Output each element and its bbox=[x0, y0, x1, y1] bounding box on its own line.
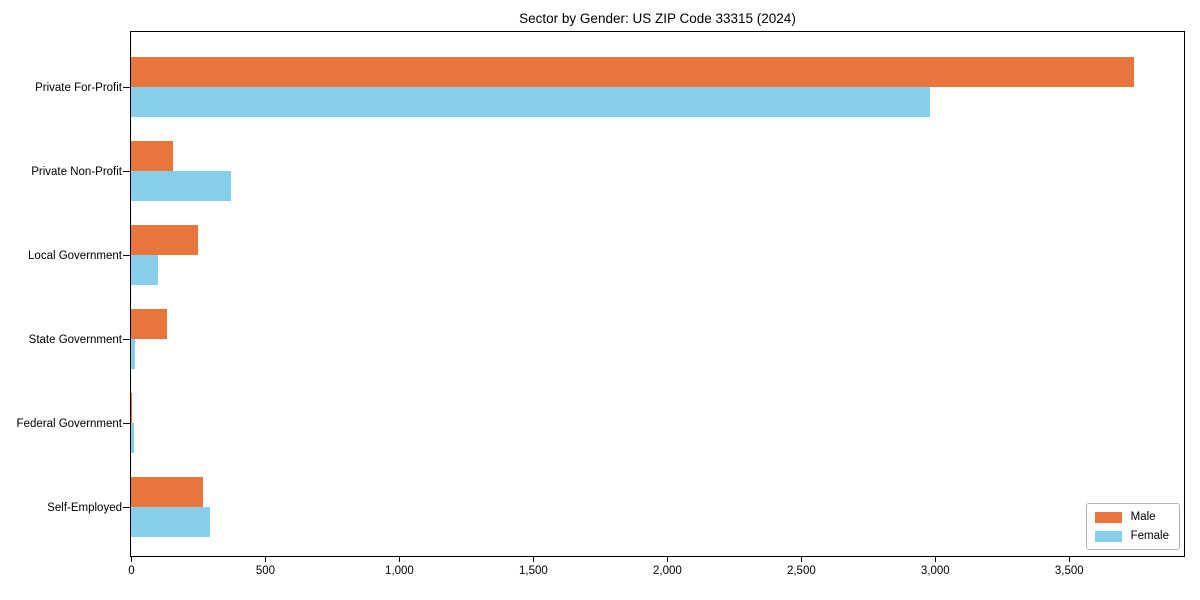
x-axis-tick-label: 2,500 bbox=[786, 565, 816, 577]
bar-female-1 bbox=[131, 171, 231, 201]
x-axis-tick bbox=[130, 557, 133, 562]
bar-male-0 bbox=[131, 57, 1134, 87]
y-axis-label: Self-Employed bbox=[47, 501, 122, 514]
bar-female-2 bbox=[131, 255, 159, 285]
y-axis-tick bbox=[123, 86, 130, 89]
bar-male-5 bbox=[131, 477, 203, 507]
x-axis-tick-label: 2,000 bbox=[652, 565, 682, 577]
bar-female-4 bbox=[131, 423, 134, 453]
x-axis-tick-label: 3,500 bbox=[1054, 565, 1084, 577]
legend: Male Female bbox=[1085, 503, 1180, 550]
x-axis-tick-label: 3,000 bbox=[920, 565, 950, 577]
y-axis-label: Federal Government bbox=[16, 417, 122, 430]
y-axis-tick bbox=[123, 170, 130, 173]
x-axis-tick-label: 1,000 bbox=[385, 565, 414, 577]
x-axis-tick bbox=[532, 557, 535, 562]
x-axis-tick-label: 500 bbox=[255, 565, 276, 577]
x-axis-tick bbox=[398, 557, 401, 562]
legend-item-male: Male bbox=[1094, 511, 1169, 523]
x-axis-tick-label: 1,500 bbox=[519, 565, 548, 577]
bar-female-5 bbox=[131, 507, 210, 537]
y-axis-tick bbox=[123, 254, 130, 257]
y-axis-tick bbox=[123, 338, 130, 341]
legend-label-female: Female bbox=[1130, 530, 1169, 542]
y-axis-label: Private Non-Profit bbox=[31, 165, 122, 178]
x-axis-tick bbox=[666, 557, 669, 562]
y-axis-tick bbox=[123, 506, 130, 509]
plot-area: Male Female bbox=[130, 31, 1185, 557]
bar-male-2 bbox=[131, 225, 198, 255]
y-axis-tick bbox=[123, 422, 130, 425]
bar-male-3 bbox=[131, 309, 168, 339]
bar-female-3 bbox=[131, 339, 135, 369]
y-axis-label: State Government bbox=[28, 333, 122, 346]
legend-label-male: Male bbox=[1130, 511, 1156, 523]
bar-female-0 bbox=[131, 87, 930, 117]
x-axis-tick bbox=[800, 557, 803, 562]
female-legend-swatch-icon bbox=[1094, 530, 1122, 542]
male-legend-swatch-icon bbox=[1094, 511, 1122, 523]
bar-male-1 bbox=[131, 141, 174, 171]
x-axis-tick bbox=[934, 557, 937, 562]
x-axis-tick bbox=[264, 557, 267, 562]
bars-layer bbox=[131, 32, 1184, 556]
y-axis-label: Private For-Profit bbox=[35, 81, 122, 94]
legend-item-female: Female bbox=[1094, 530, 1169, 542]
bar-male-4 bbox=[131, 393, 133, 423]
y-axis-label: Local Government bbox=[28, 249, 122, 262]
x-axis-tick bbox=[1068, 557, 1071, 562]
x-axis-tick-label: 0 bbox=[128, 565, 135, 577]
chart-title: Sector by Gender: US ZIP Code 33315 (202… bbox=[519, 11, 796, 26]
